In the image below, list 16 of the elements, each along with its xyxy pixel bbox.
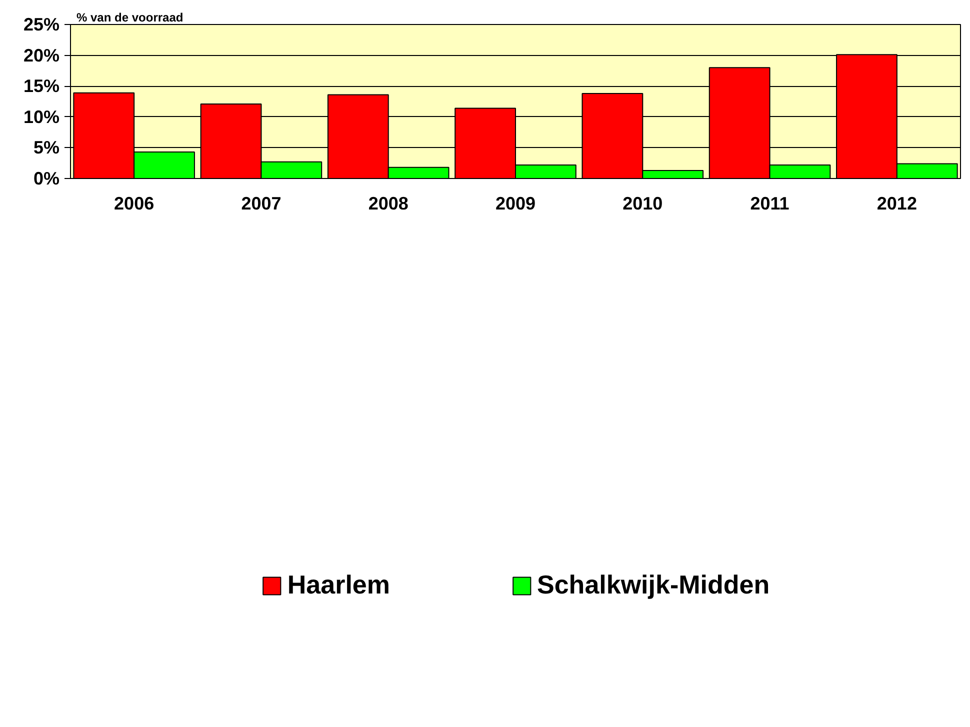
legend-label: Schalkwijk-Midden	[537, 570, 770, 601]
y-tick-label: 0%	[33, 168, 60, 188]
y-tick-label: 25%	[23, 14, 60, 34]
y-tick-label: 10%	[23, 106, 60, 127]
x-tick-label: 2008	[368, 194, 408, 214]
y-axis-title: % van de voorraad	[76, 10, 184, 24]
y-tick-label: 5%	[33, 138, 60, 158]
y-tick-label: 15%	[23, 76, 60, 96]
x-tick-label: 2010	[622, 194, 663, 214]
x-tick-label: 2011	[750, 194, 790, 214]
legend-label: Haarlem	[287, 570, 390, 601]
x-tick-label: 2009	[495, 194, 536, 214]
x-tick-label: 2006	[114, 194, 154, 214]
x-tick-label: 2007	[241, 194, 282, 214]
y-tick-label: 20%	[23, 45, 60, 66]
x-tick-label: 2012	[876, 194, 917, 214]
